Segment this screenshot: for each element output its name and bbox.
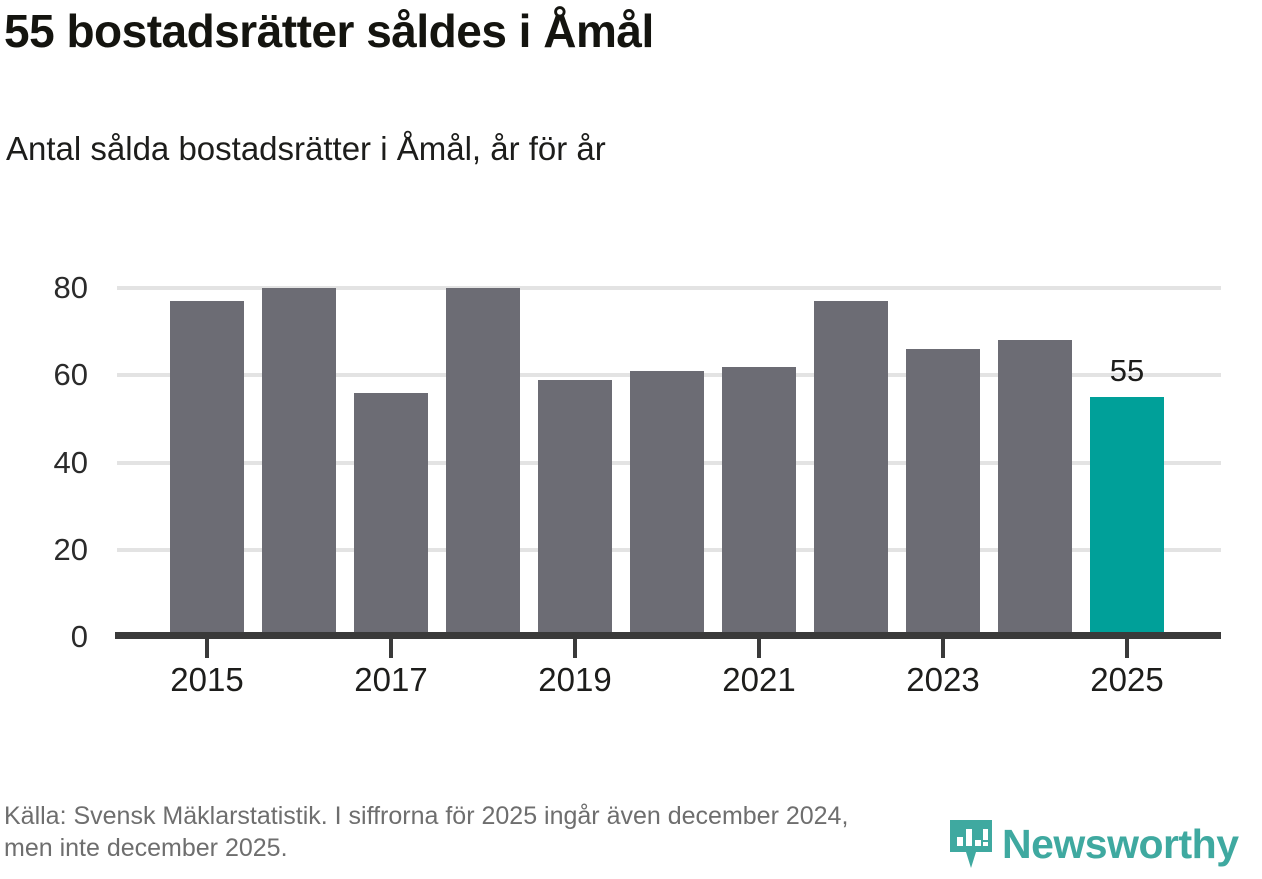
bar-2019[interactable]	[538, 379, 612, 637]
x-tick-label-2017: 2017	[354, 661, 428, 698]
y-tick-label-40: 40	[53, 444, 88, 480]
y-tick-label-80: 80	[53, 270, 88, 305]
source-note-line-2: men inte december 2025.	[4, 834, 288, 862]
bar-2024[interactable]	[998, 340, 1072, 637]
bar-2021[interactable]	[722, 366, 796, 637]
y-tick-label-0: 0	[70, 619, 88, 654]
y-tick-label-60: 60	[53, 357, 88, 393]
x-tick-mark-2025	[1125, 639, 1129, 658]
x-tick-label-2021: 2021	[722, 661, 796, 698]
bar-2020[interactable]	[630, 370, 704, 637]
bar-2023[interactable]	[906, 349, 980, 637]
bar-2015[interactable]	[170, 301, 244, 637]
bar-2017[interactable]	[354, 392, 428, 637]
bar-value-label-2025: 55	[1109, 353, 1145, 389]
chart-subtitle: Antal sålda bostadsrätter i Åmål, år för…	[6, 130, 606, 167]
x-tick-label-2015: 2015	[170, 661, 244, 698]
chart-plot-area: 0 20 40 60 80 2015 2017 2019 2021 2023 2025 55	[53, 270, 1221, 698]
chart-title: 55 bostadsrätter såldes i Åmål	[4, 5, 654, 57]
newsworthy-bars-bubble-icon	[950, 820, 992, 868]
x-tick-mark-2023	[941, 639, 945, 658]
y-tick-label-20: 20	[53, 531, 88, 567]
x-tick-label-2023: 2023	[906, 661, 980, 698]
x-tick-label-2019: 2019	[538, 661, 612, 698]
x-tick-mark-2019	[573, 639, 577, 658]
x-tick-label-2025: 2025	[1090, 661, 1164, 698]
brand-logo: Newsworthy	[948, 816, 1239, 872]
bar-2016[interactable]	[262, 288, 336, 637]
bar-2018[interactable]	[446, 288, 520, 637]
gridline-80	[117, 286, 1221, 290]
bar-2025[interactable]	[1090, 397, 1164, 637]
x-tick-mark-2017	[389, 639, 393, 658]
source-note-line-1: Källa: Svensk Mäklarstatistik. I siffror…	[4, 802, 849, 830]
bar-2022[interactable]	[814, 301, 888, 637]
x-tick-mark-2021	[757, 639, 761, 658]
x-axis-line	[115, 632, 1221, 639]
brand-name: Newsworthy	[1002, 820, 1239, 867]
x-tick-mark-2015	[205, 639, 209, 658]
chart-footer: Källa: Svensk Mäklarstatistik. I siffror…	[4, 800, 1244, 864]
bars-layer	[170, 288, 1164, 637]
